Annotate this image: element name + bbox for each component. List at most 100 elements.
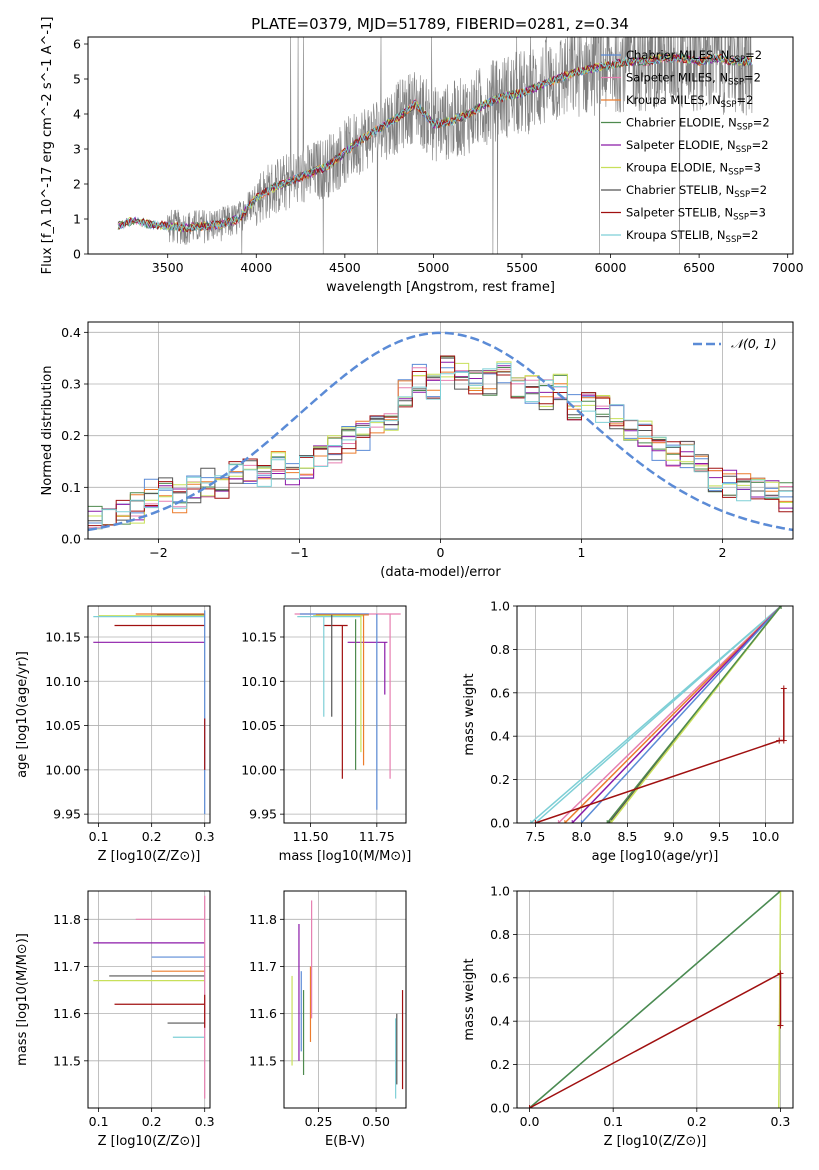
legend-label: Kroupa ELODIE, NSSP=3 <box>626 161 761 178</box>
y-axis-label: mass weight <box>462 958 477 1040</box>
x-tick-label: 4000 <box>240 260 272 275</box>
spectrum-data-line <box>118 37 753 254</box>
x-tick-label: −1 <box>290 545 308 560</box>
y-tick-label: 0.2 <box>490 772 510 787</box>
legend-label: Salpeter STELIB, NSSP=3 <box>626 206 766 223</box>
legend-suffix: =2 <box>752 138 769 152</box>
axes-frame <box>283 890 407 1109</box>
legend-label: Kroupa MILES, NSSP=2 <box>626 93 753 110</box>
y-tick-label: 11.5 <box>249 1053 277 1068</box>
legend-sub: SSP <box>728 168 744 178</box>
legend-text: Chabrier STELIB, N <box>626 183 734 197</box>
y-tick-label: 11.6 <box>249 1006 277 1021</box>
x-tick-label: 0.2 <box>142 1114 162 1129</box>
x-axis-label: E(B-V) <box>325 1134 365 1149</box>
legend-sub: SSP <box>728 78 744 88</box>
axes-frame <box>516 890 794 1109</box>
legend-sub: SSP <box>729 55 745 65</box>
x-axis-label: age [log10(age/yr)] <box>592 849 719 864</box>
legend-suffix: =2 <box>744 71 761 85</box>
cumulative-line-3 <box>564 606 782 823</box>
y-tick-label: 10.15 <box>241 630 277 645</box>
x-tick-label: 0.25 <box>305 1114 333 1129</box>
legend-label: Chabrier ELODIE, NSSP=2 <box>626 116 770 133</box>
x-tick-label: 9.0 <box>663 829 683 844</box>
y-tick-label: 0.8 <box>490 642 510 657</box>
panel-residuals: −2 −1 0 1 2 0.0 0.1 0.2 0.3 0.4 (data-model)/error… <box>40 321 794 580</box>
legend-suffix: =2 <box>736 93 753 107</box>
x-tick-label: 8.0 <box>571 829 591 844</box>
y-tick-label: 1.0 <box>490 599 510 614</box>
axes-frame <box>87 36 794 255</box>
legend-suffix: =2 <box>750 183 767 197</box>
legend-text: Kroupa ELODIE, N <box>626 161 728 175</box>
legend-text: Kroupa MILES, N <box>626 93 721 107</box>
panel-mass-weight-vs-age: 7.5 8.0 8.5 9.0 9.5 10.0 0.0 0.2 0.4 0.6 0.8 1.0 age… <box>462 599 794 864</box>
x-tick-label: 10.0 <box>751 829 779 844</box>
legend-sub: SSP <box>736 145 752 155</box>
legend-suffix: =2 <box>753 116 770 130</box>
y-tick-label: 0.2 <box>61 428 81 443</box>
y-axis-label: mass [log10(M/M⊙)] <box>15 933 30 1066</box>
panel-mass-vs-ebv: 0.25 0.50 11.5 11.6 11.7 11.8 E(B-V) <box>249 890 407 1149</box>
y-tick-label: 10.05 <box>45 718 81 733</box>
x-tick-label: 0 <box>437 545 445 560</box>
y-tick-label: 9.95 <box>53 807 81 822</box>
legend-sub: SSP <box>734 190 750 200</box>
y-axis-label: mass weight <box>462 673 477 755</box>
cumulative-line-1 <box>530 606 782 823</box>
axes-frame <box>283 605 407 824</box>
y-tick-label: 10.10 <box>241 674 277 689</box>
x-tick-label: 7000 <box>772 260 804 275</box>
x-tick-label: 11.75 <box>359 829 395 844</box>
legend-label: Chabrier STELIB, NSSP=2 <box>626 183 767 200</box>
x-tick-label: 0.2 <box>142 829 162 844</box>
x-axis-label: mass [log10(M/M⊙)] <box>279 849 412 864</box>
x-tick-label: 6000 <box>595 260 627 275</box>
panel-age-vs-Z: 0.1 0.2 0.3 9.95 10.00 10.05 10.10 10.15 Z [log1… <box>15 605 215 864</box>
y-tick-label: 11.5 <box>53 1053 81 1068</box>
y-axis-label: Normed distribution <box>40 366 55 496</box>
panel-mass-weight-vs-Z: 0.0 0.1 0.2 0.3 0.0 0.2 0.4 0.6 0.8 1.0 Z [log10(Z… <box>462 884 794 1149</box>
y-tick-label: 4 <box>73 107 81 122</box>
cumulative-line-2 <box>778 891 782 1108</box>
axes-frame <box>87 321 794 540</box>
x-tick-label: 0.1 <box>89 1114 109 1129</box>
plot-area <box>291 900 404 1099</box>
y-tick-label: 0.6 <box>490 685 510 700</box>
panel-mass-vs-Z: 0.1 0.2 0.3 11.5 11.6 11.7 11.8 Z [log10(Z/Z⊙)]… <box>15 890 215 1149</box>
gaussian-curve <box>88 331 793 532</box>
cumulative-line-3 <box>529 972 782 1108</box>
x-tick-label: 0.3 <box>195 829 215 844</box>
axes-frame <box>516 605 794 824</box>
y-axis-label: Flux [f_λ 10^-17 erg cm^-2 s^-1 A^-1] <box>40 17 55 275</box>
x-axis-label: Z [log10(Z/Z⊙)] <box>98 1134 201 1149</box>
x-tick-label: 8.5 <box>617 829 637 844</box>
x-tick-label: 5500 <box>506 260 538 275</box>
y-tick-label: 0.2 <box>490 1057 510 1072</box>
cumulative-line-2 <box>557 606 782 823</box>
x-tick-label: 0.0 <box>520 1114 540 1129</box>
cumulative-line-5 <box>580 606 782 823</box>
x-tick-label: 4500 <box>329 260 361 275</box>
model-line-4 <box>117 53 752 233</box>
y-tick-label: 0.0 <box>61 532 81 547</box>
y-tick-label: 0.8 <box>490 927 510 942</box>
figure-title: PLATE=0379, MJD=51789, FIBERID=0281, z=0… <box>251 15 629 33</box>
y-tick-label: 3 <box>73 142 81 157</box>
x-tick-label: 6500 <box>683 260 715 275</box>
legend-sub: SSP <box>721 100 737 110</box>
model-line-8 <box>117 52 752 232</box>
legend-suffix: =3 <box>749 206 766 220</box>
legend-text: Salpeter MILES, N <box>626 71 728 85</box>
x-tick-label: 5000 <box>418 260 450 275</box>
legend-label: Chabrier MILES, NSSP=2 <box>626 48 762 65</box>
y-axis-label: age [log10(age/yr)] <box>15 651 30 778</box>
x-tick-label: 0.3 <box>771 1114 791 1129</box>
plot-area <box>88 331 793 532</box>
histogram-8 <box>88 363 793 530</box>
x-tick-label: 0.1 <box>603 1114 623 1129</box>
y-tick-label: 6 <box>73 37 81 52</box>
legend-label: Kroupa STELIB, NSSP=2 <box>626 228 758 245</box>
